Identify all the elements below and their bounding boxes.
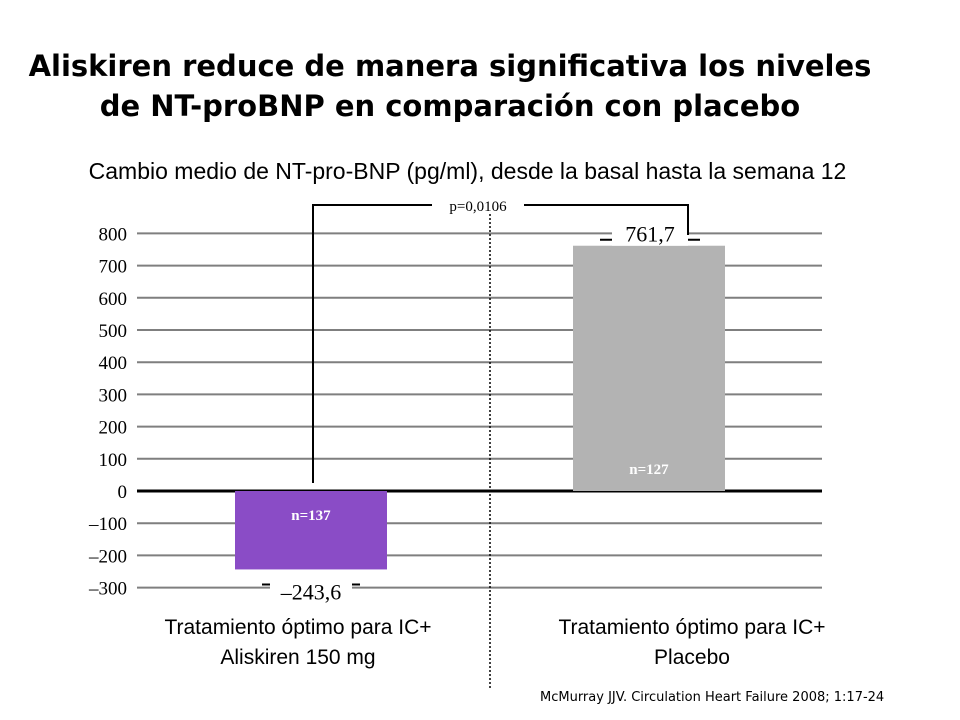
value-label-background — [270, 572, 352, 601]
annotation-background — [432, 196, 524, 214]
y-tick-label: 100 — [99, 450, 128, 471]
value-label: –243,6 — [280, 579, 342, 604]
y-tick-label: 400 — [99, 353, 128, 374]
y-tick-label: 0 — [118, 482, 128, 503]
bar-aliskiren — [235, 491, 387, 570]
x-category-label: Aliskiren 150 mg — [220, 646, 375, 669]
title-line-2: de NT-proBNP en comparación con placebo — [99, 89, 801, 123]
y-tick-label: –300 — [88, 579, 127, 600]
y-tick-label: –100 — [88, 514, 127, 535]
y-tick-label: 800 — [99, 224, 128, 245]
y-tick-label: 700 — [99, 257, 128, 278]
chart-subtitle: Cambio medio de NT-pro-BNP (pg/ml), desd… — [88, 158, 847, 184]
p-value-annotation: p=0,0106 — [449, 199, 507, 215]
y-tick-label: 300 — [99, 385, 128, 406]
y-tick-label: 500 — [99, 321, 128, 342]
x-category-label: Placebo — [654, 646, 730, 669]
bar-placebo — [573, 245, 725, 491]
y-tick-label: 200 — [99, 418, 128, 439]
value-label-background — [612, 219, 688, 246]
x-category-label: Tratamiento óptimo para IC+ — [164, 616, 431, 639]
x-category-label: Tratamiento óptimo para IC+ — [558, 616, 825, 639]
chart-title-heading: Aliskiren reduce de manera significativa… — [0, 46, 900, 126]
citation: McMurray JJV. Circulation Heart Failure … — [540, 690, 885, 705]
title-line-1: Aliskiren reduce de manera significativa… — [28, 49, 872, 83]
y-tick-label: 600 — [99, 289, 128, 310]
y-tick-label: –200 — [88, 546, 127, 567]
n-label: n=127 — [629, 462, 669, 478]
n-label: n=137 — [291, 508, 331, 524]
value-label: 761,7 — [625, 222, 675, 247]
